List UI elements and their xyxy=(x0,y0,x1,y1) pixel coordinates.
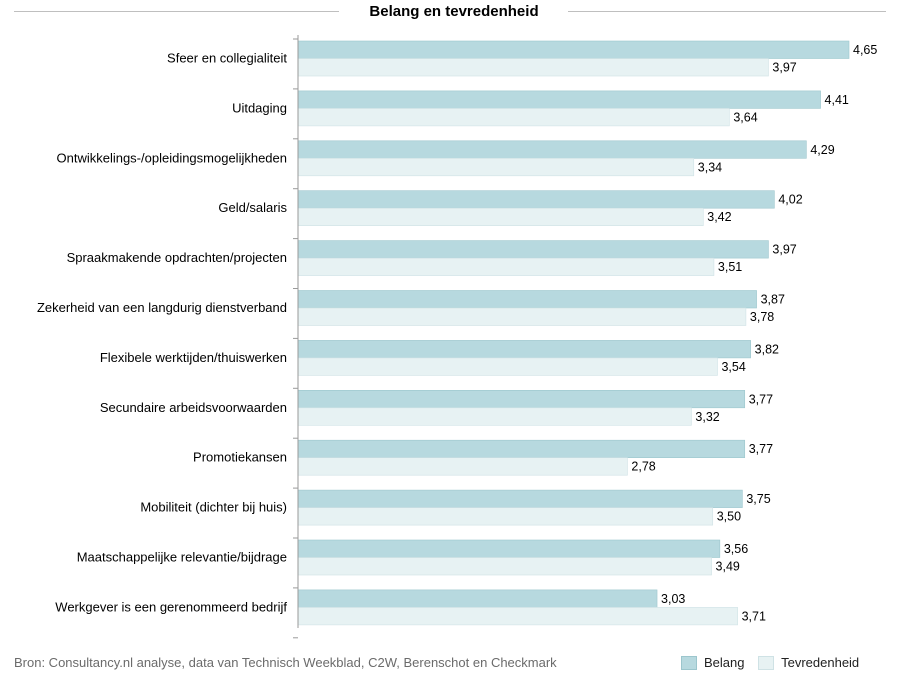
category-label: Spraakmakende opdrachten/projecten xyxy=(67,250,287,265)
data-label: 3,03 xyxy=(661,592,685,606)
data-label: 3,82 xyxy=(755,342,779,356)
title-rule-right xyxy=(568,11,886,12)
category-label: Secundaire arbeidsvoorwaarden xyxy=(100,400,287,415)
data-label: 3,34 xyxy=(698,160,722,174)
legend-swatch-tevredenheid xyxy=(758,655,775,670)
data-label: 3,50 xyxy=(717,510,741,524)
data-label: 3,32 xyxy=(695,410,719,424)
data-label: 3,97 xyxy=(772,243,796,257)
bar-tevredenheid xyxy=(297,307,747,326)
legend-item-belang: Belang xyxy=(681,655,744,670)
bar-belang xyxy=(297,539,721,558)
data-label: 4,02 xyxy=(778,193,802,207)
category-label: Sfeer en collegialiteit xyxy=(167,51,287,66)
category-label: Zekerheid van een langdurig dienstverban… xyxy=(37,300,287,315)
legend-label-belang: Belang xyxy=(704,655,745,670)
data-label: 3,97 xyxy=(772,61,796,75)
data-label: 3,77 xyxy=(749,392,773,406)
category-label: Werkgever is een gerenommeerd bedrijf xyxy=(55,599,287,614)
bar-tevredenheid xyxy=(297,357,718,376)
bar-tevredenheid xyxy=(297,207,704,226)
data-label: 3,56 xyxy=(724,542,748,556)
bar-belang xyxy=(297,290,757,309)
bar-belang xyxy=(297,140,807,159)
data-label: 3,75 xyxy=(746,492,770,506)
category-label: Promotiekansen xyxy=(193,450,287,465)
legend-swatch-belang xyxy=(681,655,697,670)
data-label: 3,54 xyxy=(721,360,745,374)
category-label: Uitdaging xyxy=(232,100,287,115)
bar-belang xyxy=(297,340,751,359)
data-label: 3,77 xyxy=(749,442,773,456)
data-label: 3,78 xyxy=(750,310,774,324)
source-note: Bron: Consultancy.nl analyse, data van T… xyxy=(14,655,557,670)
data-label: 4,65 xyxy=(853,43,877,57)
data-label: 2,78 xyxy=(631,460,655,474)
bar-belang xyxy=(297,589,658,608)
legend-item-tevredenheid: Tevredenheid xyxy=(758,655,859,670)
title-rule-left xyxy=(14,11,339,12)
legend-label-tevredenheid: Tevredenheid xyxy=(781,655,860,670)
bar-tevredenheid xyxy=(297,607,738,626)
bar-tevredenheid xyxy=(297,457,628,476)
bar-tevredenheid xyxy=(297,407,692,426)
category-label: Mobiliteit (dichter bij huis) xyxy=(140,500,287,515)
legend: Belang Tevredenheid xyxy=(681,655,869,673)
bar-belang xyxy=(297,389,746,409)
bar-tevredenheid xyxy=(297,58,769,77)
data-label: 3,42 xyxy=(707,210,731,224)
bar-belang xyxy=(297,439,746,459)
data-label: 3,71 xyxy=(742,609,766,623)
bar-tevredenheid xyxy=(297,158,695,177)
category-label: Geld/salaris xyxy=(218,200,287,215)
bar-belang xyxy=(297,489,743,508)
bar-chart: Sfeer en collegialiteit 4,65 3,97 Uitdaging… xyxy=(37,35,877,639)
data-label: 3,49 xyxy=(716,560,740,574)
bar-tevredenheid xyxy=(297,507,714,526)
bar-tevredenheid xyxy=(297,557,712,576)
data-label: 4,29 xyxy=(810,143,834,157)
data-label: 3,51 xyxy=(718,260,742,274)
data-label: 3,87 xyxy=(761,293,785,307)
bar-tevredenheid xyxy=(297,257,715,276)
bar-belang xyxy=(297,90,821,109)
category-label: Maatschappelijke relevantie/bijdrage xyxy=(77,550,287,565)
bar-belang xyxy=(297,240,769,259)
data-label: 3,64 xyxy=(733,110,757,124)
data-label: 4,41 xyxy=(825,93,849,107)
bar-belang xyxy=(297,40,850,59)
bar-tevredenheid xyxy=(297,108,730,127)
category-label: Ontwikkelings-/opleidingsmogelijkheden xyxy=(56,150,287,165)
bar-belang xyxy=(297,190,775,209)
chart-title: Belang en tevredenheid xyxy=(369,3,539,20)
category-label: Flexibele werktijden/thuiswerken xyxy=(100,350,287,365)
